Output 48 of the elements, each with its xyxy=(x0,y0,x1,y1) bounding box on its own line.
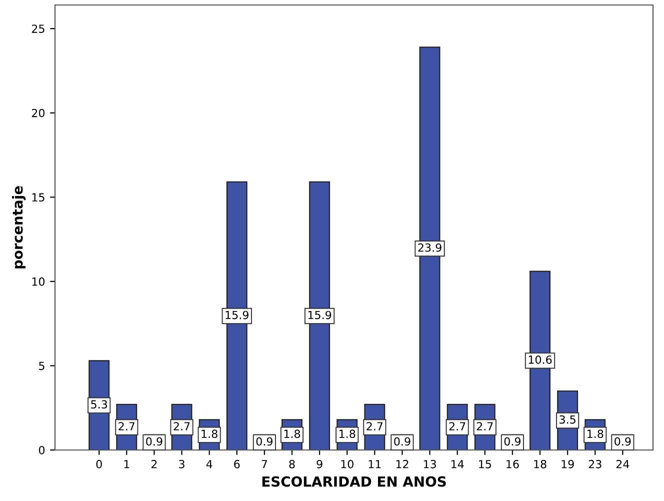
data-label: 1.8 xyxy=(284,430,300,438)
x-tick-label: 16 xyxy=(506,460,519,468)
data-label: 2.7 xyxy=(449,422,466,430)
x-tick-label: 12 xyxy=(396,460,408,468)
data-label: 23.9 xyxy=(418,243,442,252)
x-tick-label: 6 xyxy=(234,460,240,468)
data-label: 3.5 xyxy=(560,415,576,424)
y-axis-title: porcentaje xyxy=(12,186,26,268)
data-label: 2.7 xyxy=(366,422,383,430)
x-tick-label: 19 xyxy=(562,460,574,468)
data-label: 2.7 xyxy=(476,422,493,430)
y-tick-label: 15 xyxy=(32,193,44,202)
x-tick-label: 8 xyxy=(289,460,295,468)
data-label: 0.9 xyxy=(394,437,410,446)
x-axis-title: ESCOLARIDAD EN ANOS xyxy=(262,476,446,487)
x-tick-label: 23 xyxy=(588,460,602,468)
y-tick-label: 0 xyxy=(38,446,45,454)
data-label: 15.9 xyxy=(226,310,248,320)
data-label: 0.9 xyxy=(614,437,631,446)
x-tick-label: 18 xyxy=(534,460,546,468)
data-label: 10.6 xyxy=(528,355,552,364)
y-tick-label: 20 xyxy=(32,108,45,118)
data-label: 2.7 xyxy=(174,422,190,430)
data-label: 1.8 xyxy=(202,430,218,438)
x-tick-label: 1 xyxy=(124,460,130,468)
data-label: 1.8 xyxy=(588,430,604,438)
x-tick-label: 7 xyxy=(262,460,268,468)
y-tick-label: 10 xyxy=(32,277,45,286)
data-label: 0.9 xyxy=(504,437,521,446)
data-label: 1.8 xyxy=(339,430,356,438)
x-tick-label: 10 xyxy=(341,460,354,468)
data-label: 5.3 xyxy=(91,400,108,409)
x-tick-label: 24 xyxy=(616,460,630,468)
x-tick-label: 9 xyxy=(316,460,322,468)
data-label: 2.7 xyxy=(118,422,135,430)
data-label: 0.9 xyxy=(146,437,162,446)
x-tick-label: 13 xyxy=(424,460,436,468)
x-tick-label: 14 xyxy=(451,460,464,468)
x-tick-label: 2 xyxy=(151,460,157,468)
x-tick-label: 15 xyxy=(479,460,491,468)
data-label: 0.9 xyxy=(256,437,272,446)
x-tick-label: 4 xyxy=(206,460,212,468)
x-tick-label: 11 xyxy=(368,460,381,468)
x-tick-label: 3 xyxy=(179,460,184,468)
data-label: 15.9 xyxy=(308,310,332,320)
y-tick-label: 5 xyxy=(39,362,44,370)
x-tick-label: 0 xyxy=(96,460,102,468)
y-tick-label: 25 xyxy=(32,24,44,33)
